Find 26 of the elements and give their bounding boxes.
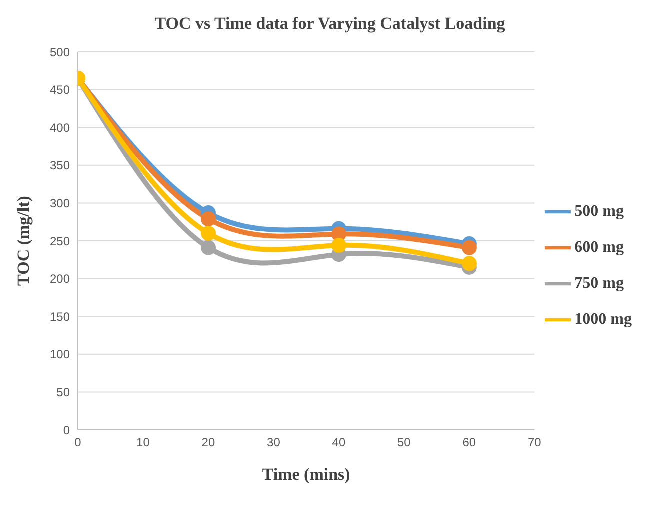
x-tick-label: 30	[267, 436, 281, 450]
y-tick-label: 250	[50, 234, 70, 248]
y-tick-label: 400	[50, 120, 70, 135]
y-tick-label: 500	[50, 45, 70, 60]
legend-label: 750 mg	[574, 275, 624, 292]
x-tick-label: 0	[74, 436, 82, 450]
x-tick-label: 40	[332, 436, 346, 450]
x-tick-label: 50	[398, 436, 412, 450]
x-axis-title: Time (mins)	[262, 465, 350, 484]
legend-label: 500 mg	[574, 203, 624, 220]
x-tick-label: 20	[202, 436, 216, 450]
x-tick-label: 10	[136, 436, 150, 450]
x-tick-label: 70	[528, 436, 542, 450]
legend-label: 1000 mg	[574, 311, 632, 328]
y-tick-label: 200	[50, 272, 70, 286]
x-tick-label: 60	[462, 436, 476, 450]
chart-title: TOC vs Time data for Varying Catalyst Loading	[154, 14, 506, 35]
y-axis-title: TOC (mg/lt)	[14, 196, 34, 286]
y-tick-label: 350	[50, 158, 70, 173]
y-tick-label: 0	[63, 423, 70, 438]
legend-label: 600 mg	[574, 239, 624, 256]
y-tick-label: 450	[50, 83, 70, 98]
y-tick-label: 300	[50, 196, 70, 210]
y-tick-label: 100	[50, 348, 70, 362]
y-tick-label: 150	[50, 310, 70, 324]
y-tick-label: 50	[56, 385, 70, 400]
